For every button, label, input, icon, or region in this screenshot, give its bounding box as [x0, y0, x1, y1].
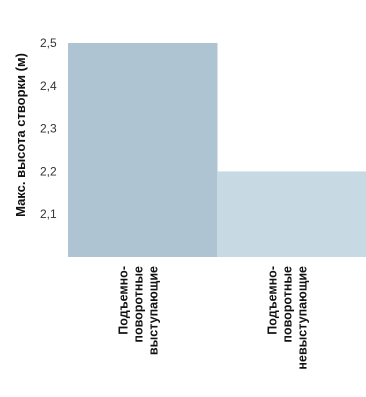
bar-2 — [217, 171, 366, 257]
category-labels-layer: Подъемно-поворотные выступающие Подъемно-п… — [117, 266, 310, 370]
category-label-line: поворотные — [132, 266, 146, 343]
y-tick-label: 2,3 — [40, 122, 57, 136]
y-tick-label: 2,1 — [40, 207, 57, 221]
category-label-line: невыступающие — [296, 266, 310, 370]
y-tick-label: 2,4 — [40, 79, 57, 93]
category-label-1: Подъемно-поворотные выступающие — [117, 266, 161, 355]
category-label-2: Подъемно-поворотные невыступающие — [266, 266, 310, 370]
y-tick-label: 2,2 — [40, 164, 57, 178]
bars-layer — [68, 43, 366, 257]
category-label-line: поворотные — [281, 266, 295, 343]
category-label-line: Подъемно- — [266, 266, 280, 335]
y-axis-label: Макс. высота створки (м) — [13, 53, 28, 217]
y-ticks-layer: 2,1 2,2 2,3 2,4 2,5 — [40, 36, 57, 221]
category-label-line: выступающие — [147, 266, 161, 355]
bar-1 — [68, 43, 218, 257]
category-label-line: Подъемно- — [117, 266, 131, 335]
y-tick-label: 2,5 — [40, 36, 57, 50]
